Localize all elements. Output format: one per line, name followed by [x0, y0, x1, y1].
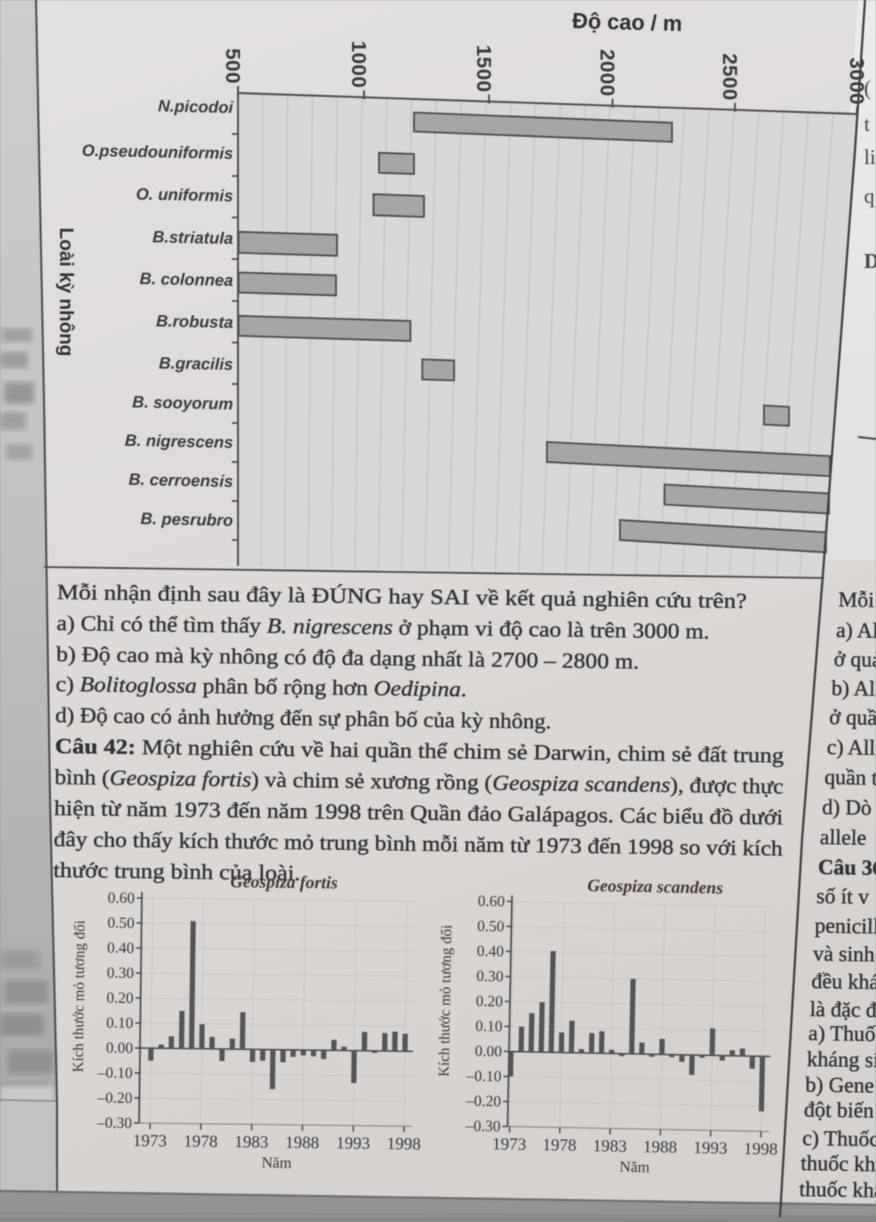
svg-text:–0.10: –0.10 — [465, 1068, 501, 1086]
svg-text:N.picodoi: N.picodoi — [158, 97, 234, 117]
svg-text:0.00: 0.00 — [106, 1040, 134, 1057]
svg-text:Mỗi: Mỗi — [838, 588, 874, 613]
svg-text:thuốc khá: thuốc khá — [799, 1177, 876, 1202]
svg-text:và sinh: và sinh — [813, 942, 875, 967]
svg-text:B. pesrubro: B. pesrubro — [140, 510, 233, 530]
svg-text:2000: 2000 — [596, 49, 619, 97]
svg-text:0.50: 0.50 — [477, 918, 505, 936]
svg-text:B. cerroensis: B. cerroensis — [128, 471, 233, 491]
svg-text:(: ( — [864, 76, 871, 100]
svg-text:B. nigrescens: B. nigrescens — [125, 432, 234, 452]
svg-text:1973: 1973 — [492, 1134, 526, 1154]
svg-text:là đặc đ: là đặc đ — [810, 997, 876, 1022]
svg-text:0.60: 0.60 — [478, 893, 506, 911]
svg-text:Loài kỳ nhông: Loài kỳ nhông — [55, 228, 76, 357]
svg-text:số ít v: số ít v — [816, 884, 869, 909]
svg-text:B.robusta: B.robusta — [156, 312, 233, 332]
svg-text:ở quả: ở quả — [834, 647, 876, 672]
svg-text:penicill: penicill — [815, 914, 876, 939]
svg-text:0.40: 0.40 — [107, 940, 135, 957]
svg-text:1988: 1988 — [285, 1133, 319, 1152]
svg-text:1993: 1993 — [336, 1133, 370, 1152]
svg-text:1978: 1978 — [184, 1132, 218, 1151]
svg-text:đột biến: đột biến — [804, 1098, 874, 1123]
svg-text:0.10: 0.10 — [475, 1018, 503, 1036]
svg-text:500: 500 — [221, 48, 244, 84]
svg-text:–0.10: –0.10 — [97, 1064, 133, 1081]
svg-text:t: t — [864, 112, 870, 136]
svg-text:a) Al: a) Al — [836, 618, 876, 643]
svg-text:1500: 1500 — [472, 45, 495, 93]
svg-text:Câu 36: Câu 36 — [818, 855, 876, 880]
svg-text:0.20: 0.20 — [106, 990, 134, 1007]
svg-text:allele: allele — [820, 825, 867, 850]
svg-text:b) Al: b) Al — [831, 676, 875, 701]
svg-text:0.20: 0.20 — [476, 993, 504, 1011]
svg-text:d) Dò: d) Dò — [822, 795, 872, 820]
svg-text:a) Thuố: a) Thuố — [808, 1021, 876, 1046]
svg-text:q: q — [864, 184, 875, 208]
svg-text:kháng si: kháng si — [807, 1047, 876, 1072]
svg-text:1988: 1988 — [643, 1137, 677, 1157]
svg-text:–0.30: –0.30 — [96, 1114, 132, 1131]
svg-text:Dè: Dè — [864, 249, 876, 273]
svg-text:đều khá: đều khá — [811, 969, 876, 994]
svg-text:Geospiza scandens: Geospiza scandens — [587, 875, 723, 898]
svg-text:–0.20: –0.20 — [465, 1093, 501, 1111]
svg-text:Kích thước mỏ tương đối: Kích thước mỏ tương đối — [71, 920, 89, 1072]
svg-text:c) Thuốc: c) Thuốc — [802, 1126, 876, 1151]
svg-text:c) All: c) All — [827, 735, 876, 760]
svg-text:B. colonnea: B. colonnea — [139, 270, 233, 290]
svg-text:1998: 1998 — [743, 1139, 777, 1159]
svg-text:0.00: 0.00 — [475, 1043, 503, 1061]
svg-text:0.30: 0.30 — [107, 965, 135, 982]
svg-text:–0.30: –0.30 — [465, 1118, 501, 1136]
svg-text:–0.20: –0.20 — [96, 1089, 132, 1106]
svg-text:B.striatula: B.striatula — [152, 228, 233, 248]
svg-text:O. uniformis: O. uniformis — [136, 185, 234, 205]
svg-text:1000: 1000 — [347, 41, 370, 89]
svg-text:1998: 1998 — [387, 1134, 421, 1153]
svg-text:b) Gene: b) Gene — [805, 1073, 874, 1098]
svg-text:B. sooyorum: B. sooyorum — [132, 393, 233, 413]
svg-text:1983: 1983 — [234, 1132, 268, 1151]
svg-text:Kích thước mỏ tương đối: Kích thước mỏ tương đối — [437, 925, 456, 1077]
svg-text:0.50: 0.50 — [107, 915, 135, 932]
svg-text:2500: 2500 — [718, 53, 741, 101]
svg-text:ở quầ: ở quầ — [829, 705, 876, 730]
svg-text:Năm: Năm — [619, 1159, 649, 1177]
svg-text:li: li — [864, 145, 876, 169]
svg-text:0.40: 0.40 — [477, 943, 505, 961]
svg-text:thuốc kh: thuốc kh — [801, 1151, 876, 1176]
svg-text:1978: 1978 — [542, 1135, 576, 1155]
svg-text:0.30: 0.30 — [476, 968, 504, 986]
svg-text:Geospiza fortis: Geospiza fortis — [230, 871, 338, 892]
svg-text:1993: 1993 — [693, 1138, 727, 1158]
svg-text:0.60: 0.60 — [108, 890, 136, 907]
svg-text:1983: 1983 — [593, 1136, 627, 1156]
svg-text:quần t: quần t — [824, 765, 876, 790]
svg-text:0.10: 0.10 — [106, 1015, 134, 1032]
svg-text:1973: 1973 — [133, 1131, 167, 1150]
svg-text:Năm: Năm — [261, 1154, 291, 1171]
svg-text:B.gracilis: B.gracilis — [159, 354, 234, 374]
svg-text:Độ cao / m: Độ cao / m — [572, 8, 683, 36]
svg-text:O.pseudouniformis: O.pseudouniformis — [82, 142, 234, 163]
